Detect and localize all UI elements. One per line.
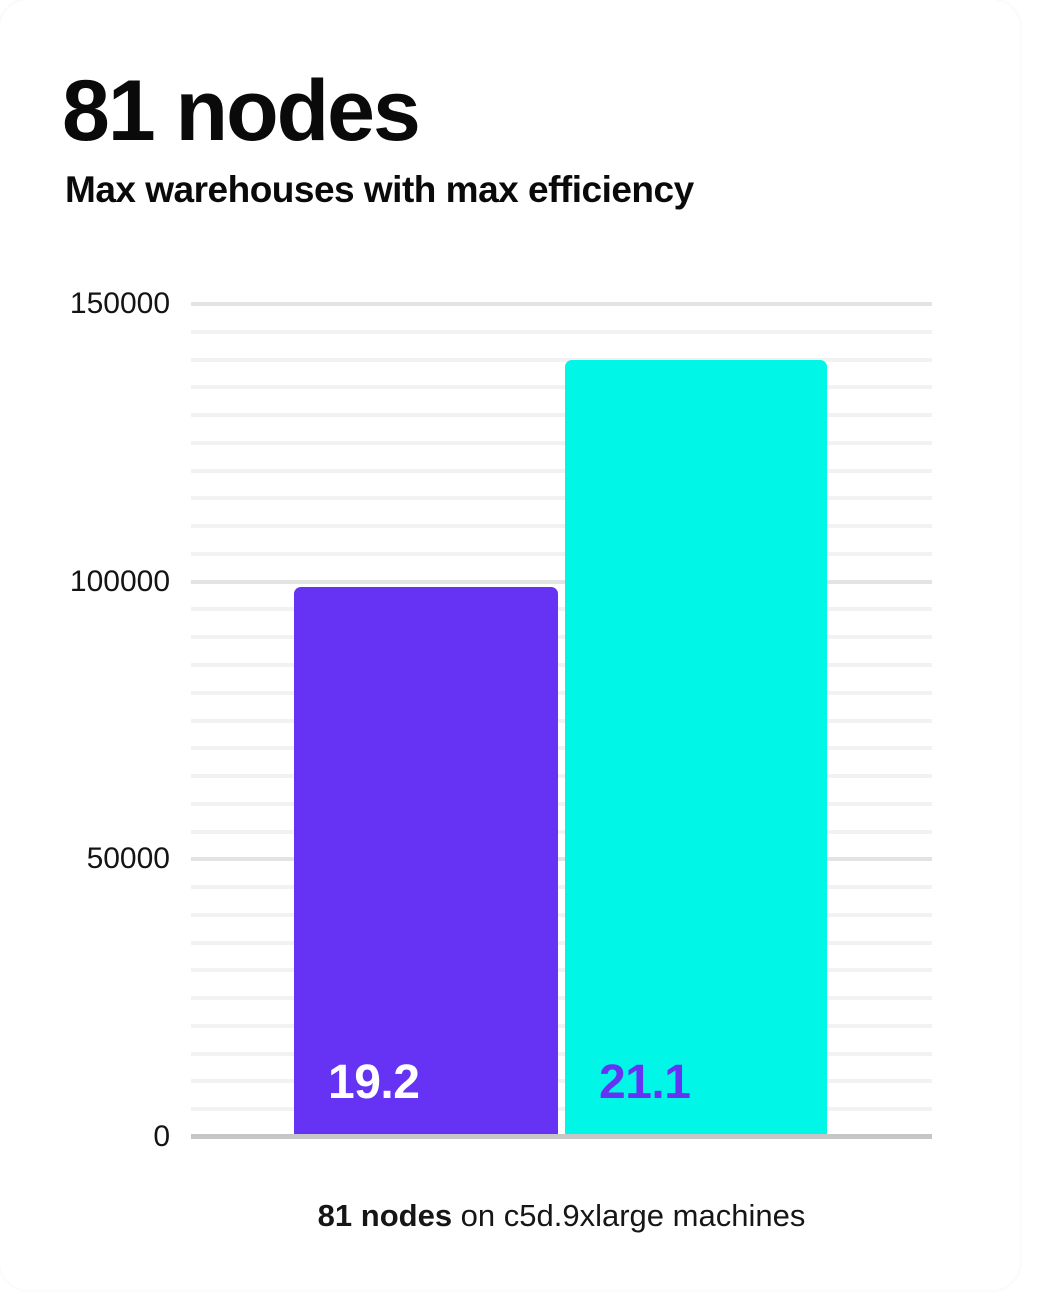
page-title: 81 nodes [62, 63, 421, 159]
minor-gridline [191, 663, 932, 667]
y-axis-tick-label: 100000 [69, 565, 170, 598]
minor-gridline [191, 385, 932, 389]
minor-gridline [191, 1079, 932, 1083]
minor-gridline [191, 1107, 932, 1111]
y-axis-tick-label: 150000 [69, 287, 170, 320]
x-axis-baseline [191, 1134, 932, 1139]
bar-chart-plot-area: 19.2 21.1 [191, 302, 932, 1139]
minor-gridline [191, 469, 932, 473]
minor-gridline [191, 413, 932, 417]
bar-2-data-label: 21.1 [599, 1056, 691, 1109]
minor-gridline [191, 746, 932, 750]
minor-gridline [191, 913, 932, 917]
minor-gridline [191, 996, 932, 1000]
minor-gridline [191, 496, 932, 500]
minor-gridline [191, 552, 932, 556]
major-gridline [191, 580, 932, 584]
minor-gridline [191, 691, 932, 695]
caption-regular-text: on c5d.9xlarge machines [452, 1198, 806, 1233]
infographic-card: 81 nodes Max warehouses with max efficie… [58, 63, 932, 1236]
minor-gridline [191, 524, 932, 528]
minor-gridline [191, 830, 932, 834]
minor-gridline [191, 774, 932, 778]
caption-bold-text: 81 nodes [317, 1198, 453, 1233]
major-gridline [191, 857, 932, 861]
minor-gridline [191, 330, 932, 334]
minor-gridline [191, 441, 932, 445]
minor-gridline [191, 1024, 932, 1028]
chart-caption: 81 nodes on c5d.9xlarge machines [191, 1196, 932, 1236]
bar-1: 19.2 [294, 587, 558, 1137]
y-axis-tick-label: 50000 [86, 842, 170, 875]
minor-gridline [191, 885, 932, 889]
minor-gridline [191, 358, 932, 362]
minor-gridline [191, 1052, 932, 1056]
bar-2: 21.1 [565, 360, 827, 1137]
y-axis-tick-labels: 150000 100000 50000 0 [58, 289, 170, 1152]
minor-gridline [191, 607, 932, 611]
minor-gridline [191, 802, 932, 806]
y-axis-tick-label: 0 [153, 1120, 170, 1153]
minor-gridline [191, 968, 932, 972]
minor-gridline [191, 941, 932, 945]
major-gridline [191, 302, 932, 306]
minor-gridline [191, 719, 932, 723]
page-subtitle: Max warehouses with max efficiency [65, 169, 694, 210]
minor-gridline [191, 635, 932, 639]
bar-1-data-label: 19.2 [328, 1056, 420, 1109]
